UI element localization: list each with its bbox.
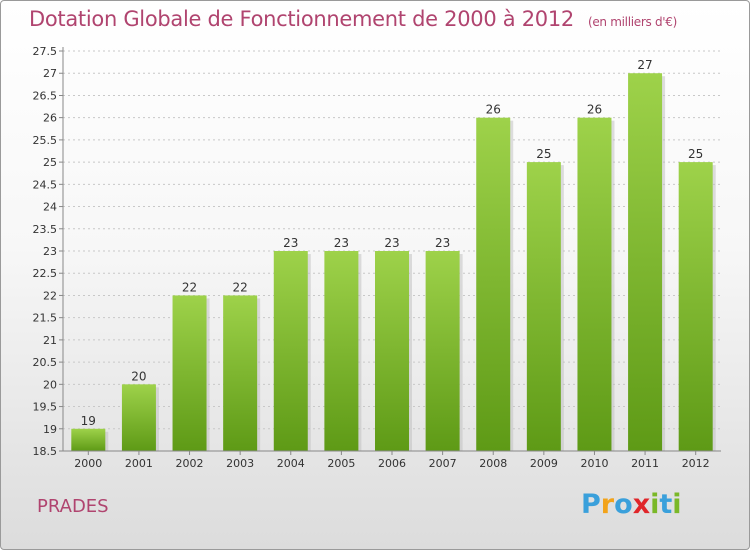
- x-tick-label: 2012: [682, 457, 710, 470]
- data-label: 25: [536, 147, 551, 161]
- logo-letter: o: [614, 489, 633, 520]
- data-label: 26: [587, 103, 602, 117]
- data-label: 22: [182, 280, 197, 294]
- logo-letter: P: [581, 489, 601, 520]
- y-tick-label: 27.5: [33, 45, 58, 58]
- logo-letter: x: [632, 489, 651, 520]
- bar-2008: [476, 117, 511, 452]
- data-label: 27: [637, 58, 652, 72]
- data-label: 25: [688, 147, 703, 161]
- logo-letter: r: [600, 489, 615, 520]
- bar-2000: [71, 428, 106, 451]
- data-label: 22: [233, 280, 248, 294]
- y-tick-label: 20: [43, 378, 57, 391]
- x-tick-label: 2002: [176, 457, 204, 470]
- y-tick-label: 22: [43, 289, 57, 302]
- chart-title-text: Dotation Globale de Fonctionnement de 20…: [29, 7, 574, 31]
- logo-letter: i: [672, 489, 682, 520]
- data-label: 23: [283, 236, 298, 250]
- chart-title: Dotation Globale de Fonctionnement de 20…: [29, 7, 677, 31]
- y-tick-label: 26: [43, 112, 57, 125]
- y-tick-label: 18.5: [33, 445, 58, 458]
- y-tick-label: 23: [43, 245, 57, 258]
- x-tick-label: 2000: [74, 457, 102, 470]
- data-label: 23: [435, 236, 450, 250]
- bar-2012: [678, 162, 713, 451]
- y-tick-label: 25.5: [33, 134, 58, 147]
- x-tick-label: 2001: [125, 457, 153, 470]
- y-tick-label: 19.5: [33, 401, 58, 414]
- bar-2004: [273, 251, 308, 451]
- y-tick-label: 23.5: [33, 223, 58, 236]
- data-label: 23: [334, 236, 349, 250]
- bar-2005: [324, 251, 359, 451]
- y-tick-label: 20.5: [33, 356, 58, 369]
- y-tick-label: 27: [43, 67, 57, 80]
- x-tick-label: 2007: [429, 457, 457, 470]
- y-tick-label: 22.5: [33, 267, 58, 280]
- data-label: 20: [131, 369, 146, 383]
- x-tick-label: 2009: [530, 457, 558, 470]
- y-tick-label: 21.5: [33, 312, 58, 325]
- bar-2006: [375, 251, 409, 451]
- data-label: 26: [486, 103, 501, 117]
- bar-2003: [223, 295, 258, 451]
- proxiti-logo: Proxiti: [581, 489, 682, 520]
- x-tick-label: 2011: [631, 457, 659, 470]
- y-tick-label: 19: [43, 423, 57, 436]
- logo-letter: t: [659, 489, 673, 520]
- x-tick-label: 2003: [226, 457, 254, 470]
- bar-2010: [577, 117, 612, 452]
- x-tick-label: 2010: [580, 457, 608, 470]
- x-tick-label: 2004: [277, 457, 305, 470]
- commune-name: PRADES: [37, 496, 109, 517]
- bar-2009: [526, 162, 561, 451]
- y-tick-label: 26.5: [33, 89, 58, 102]
- y-tick-label: 24.5: [33, 178, 58, 191]
- bar-2001: [121, 384, 156, 451]
- bar-2007: [425, 251, 460, 451]
- y-tick-label: 25: [43, 156, 57, 169]
- x-tick-label: 2006: [378, 457, 406, 470]
- y-tick-label: 24: [43, 201, 57, 214]
- data-label: 23: [384, 236, 399, 250]
- x-tick-label: 2008: [479, 457, 507, 470]
- bar-2011: [628, 73, 663, 451]
- data-label: 19: [81, 414, 96, 428]
- bar-2002: [172, 295, 207, 451]
- logo-letter: i: [650, 489, 660, 520]
- x-tick-label: 2005: [327, 457, 355, 470]
- chart-subtitle: (en milliers d'€): [587, 15, 677, 29]
- y-tick-label: 21: [43, 334, 57, 347]
